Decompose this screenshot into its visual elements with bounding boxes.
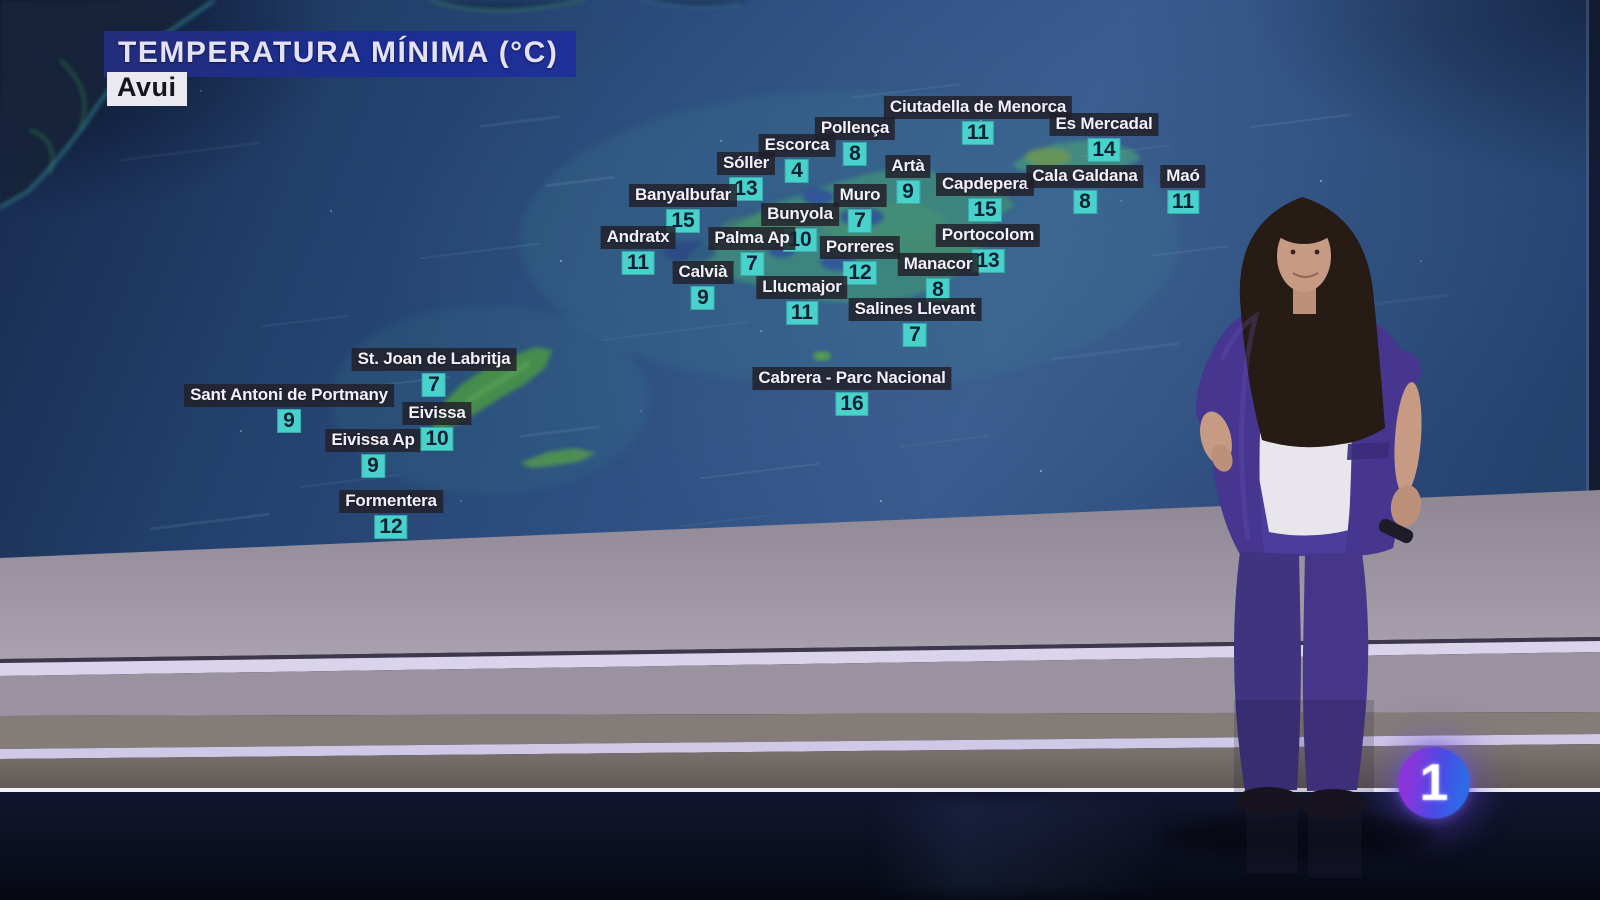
temperature-value: 11 xyxy=(961,121,995,146)
location-name: St. Joan de Labritja xyxy=(351,348,517,372)
location-name: Manacor xyxy=(897,253,979,277)
map-label: Eivissa 10 xyxy=(402,402,472,452)
location-name: Cala Galdana xyxy=(1026,165,1144,189)
temperature-value: 10 xyxy=(420,427,454,452)
map-label: Palma Ap 7 xyxy=(708,227,796,277)
map-subtitle: Avui xyxy=(107,72,187,106)
map-label: Eivissa Ap 9 xyxy=(325,429,421,479)
location-name: Calvià xyxy=(672,261,734,285)
location-name: Palma Ap xyxy=(708,227,796,251)
temperature-value: 16 xyxy=(835,392,869,417)
temperature-value: 8 xyxy=(842,142,867,167)
location-name: Cabrera - Parc Nacional xyxy=(752,367,952,391)
map-label: Andratx 11 xyxy=(600,226,676,276)
map-label: Llucmajor 11 xyxy=(756,276,848,326)
map-label: Muro 7 xyxy=(833,184,887,234)
temperature-value: 7 xyxy=(422,373,446,398)
location-name: Salines Llevant xyxy=(848,298,982,322)
temperature-value: 9 xyxy=(690,286,715,311)
weather-map: TEMPERATURA MÍNIMA (°C) Avui Ciutadella … xyxy=(0,0,1600,566)
temperature-value: 14 xyxy=(1087,138,1121,163)
location-name: Es Mercadal xyxy=(1049,113,1159,137)
map-label: Bunyola 10 xyxy=(761,203,839,253)
temperature-value: 12 xyxy=(374,515,408,540)
location-name: Formentera xyxy=(339,490,443,514)
location-name: Maó xyxy=(1160,165,1206,189)
channel-logo-digit: 1 xyxy=(1419,754,1449,812)
location-name: Eivissa xyxy=(402,402,472,426)
map-label: Escorca 4 xyxy=(758,134,836,184)
location-name: Sóller xyxy=(716,152,776,176)
location-name: Ciutadella de Menorca xyxy=(883,96,1073,120)
temperature-value: 9 xyxy=(896,180,920,205)
location-name: Capdepera xyxy=(935,173,1035,197)
channel-logo: 1 xyxy=(1398,747,1470,819)
location-name: Escorca xyxy=(758,134,836,158)
map-label: Calvià 9 xyxy=(672,261,734,311)
map-label: Sant Antoni de Portmany 9 xyxy=(184,384,394,434)
location-name: Llucmajor xyxy=(756,276,848,300)
map-label: Cabrera - Parc Nacional 16 xyxy=(752,367,952,417)
location-name: Banyalbufar xyxy=(628,184,738,208)
temperature-value: 11 xyxy=(1166,190,1200,215)
map-label: Formentera 12 xyxy=(339,490,443,540)
location-name: Muro xyxy=(833,184,887,208)
temperature-value: 7 xyxy=(903,323,927,348)
location-name: Bunyola xyxy=(761,203,839,227)
location-name: Sant Antoni de Portmany xyxy=(184,384,394,408)
map-label: Maó 11 xyxy=(1160,165,1206,215)
temperature-value: 11 xyxy=(621,251,655,276)
map-title: TEMPERATURA MÍNIMA (°C) xyxy=(104,31,577,77)
map-label: Porreres 12 xyxy=(819,236,901,286)
temperature-value: 7 xyxy=(848,209,872,234)
map-label: Banyalbufar 15 xyxy=(628,184,738,234)
cabrera-island xyxy=(813,351,831,361)
mainland-shape xyxy=(0,0,215,208)
location-name: Artà xyxy=(885,155,931,179)
formentera-island xyxy=(520,448,596,468)
location-name: Portocolom xyxy=(935,224,1041,248)
map-label: St. Joan de Labritja 7 xyxy=(351,348,517,398)
location-name: Andratx xyxy=(600,226,676,250)
location-name: Eivissa Ap xyxy=(325,429,421,453)
temperature-value: 9 xyxy=(360,454,385,479)
location-name: Porreres xyxy=(819,236,901,260)
map-label: Artà 9 xyxy=(885,155,931,205)
map-label: Ciutadella de Menorca 11 xyxy=(883,96,1073,146)
temperature-value: 15 xyxy=(968,198,1002,223)
temperature-value: 8 xyxy=(1073,190,1097,215)
map-label: Salines Llevant 7 xyxy=(848,298,982,348)
map-label: Capdepera 15 xyxy=(935,173,1035,223)
temperature-value: 12 xyxy=(843,261,877,286)
temperature-value: 11 xyxy=(785,301,819,326)
map-label: Es Mercadal 14 xyxy=(1049,113,1159,163)
lower-third: Sònia Papell xyxy=(0,792,1600,900)
map-label: Cala Galdana 8 xyxy=(1026,165,1144,215)
temperature-value: 7 xyxy=(740,252,764,277)
temperature-value: 4 xyxy=(784,159,809,184)
temperature-value: 9 xyxy=(277,409,301,434)
